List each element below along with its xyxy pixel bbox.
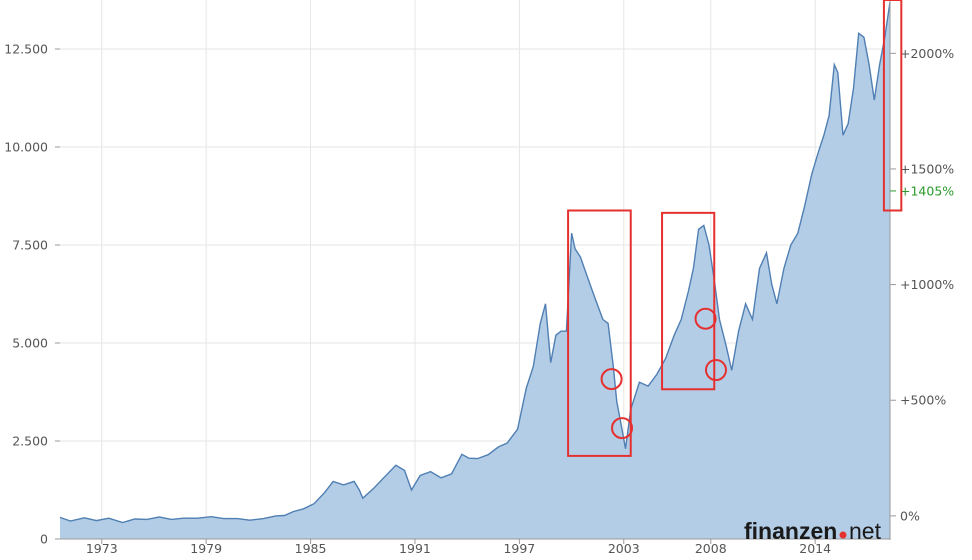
area-fill <box>60 2 890 539</box>
watermark-brand: finanzen <box>744 518 837 544</box>
x-tick-label: 1985 <box>295 541 327 556</box>
y-tick-label: 5.000 <box>12 336 48 351</box>
y-axis-ticks: 0 2.500 5.000 7.500 10.000 12.500 <box>4 42 60 547</box>
x-tick-label: 1991 <box>399 541 431 556</box>
right-tick-label: +1000% <box>900 277 954 292</box>
highlight-circle <box>704 359 727 382</box>
y-tick-label: 0 <box>40 532 48 547</box>
watermark-suffix: net <box>849 518 882 544</box>
right-tick-label: +2000% <box>900 46 954 61</box>
x-tick-label: 1973 <box>86 541 118 556</box>
right-highlight-label: +1405% <box>900 183 954 198</box>
y-tick-label: 7.500 <box>12 238 48 253</box>
highlight-box <box>661 211 716 391</box>
watermark: finanzen net <box>744 518 882 544</box>
x-tick-label: 2003 <box>608 541 640 556</box>
x-tick-label: 1979 <box>190 541 222 556</box>
x-tick-label: 1997 <box>503 541 535 556</box>
right-tick-label: +500% <box>900 393 946 408</box>
highlight-box <box>567 209 632 457</box>
highlight-circle <box>600 368 623 391</box>
x-tick-label: 2014 <box>799 541 831 556</box>
y-tick-label: 2.500 <box>12 434 48 449</box>
right-tick-label: 0% <box>900 508 920 523</box>
series-line <box>59 1 891 524</box>
right-tick-label: +1500% <box>900 161 954 176</box>
highlight-box <box>882 0 903 212</box>
watermark-dot <box>839 531 847 539</box>
highlight-circle <box>694 307 717 330</box>
y-tick-label: 12.500 <box>4 42 48 57</box>
right-axis-ticks: 0% +500% +1000% +1500% +2000% +1405% <box>890 46 954 523</box>
annotations <box>567 0 903 457</box>
y-tick-label: 10.000 <box>4 140 48 155</box>
x-tick-label: 2008 <box>695 541 727 556</box>
highlight-circle <box>611 417 634 440</box>
x-axis-ticks: 1973 1979 1985 1991 1997 2003 2008 2014 <box>86 539 831 556</box>
